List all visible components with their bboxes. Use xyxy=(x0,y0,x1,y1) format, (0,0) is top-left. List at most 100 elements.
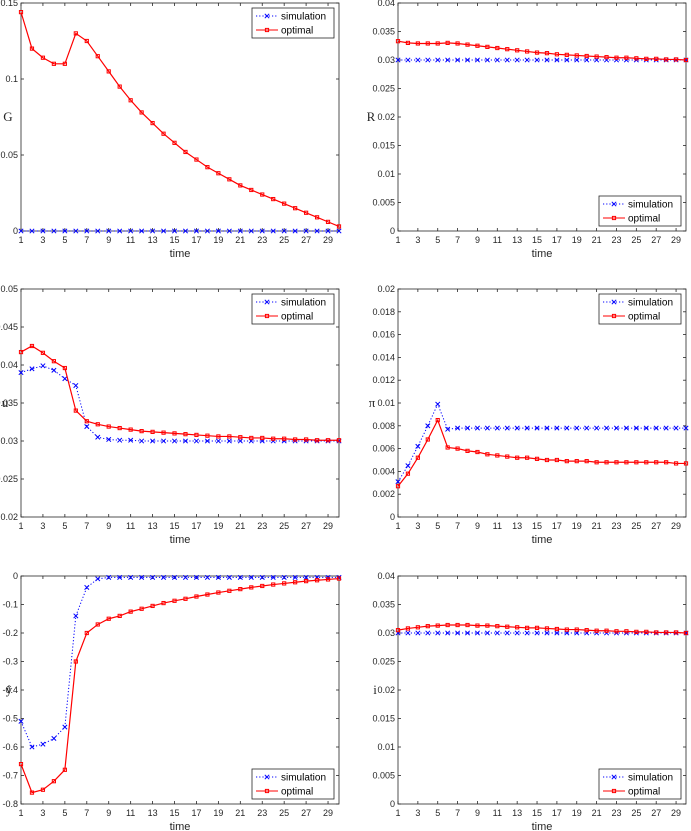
simulation-point xyxy=(62,376,68,382)
optimal-point xyxy=(183,432,188,437)
x-tick-label: 11 xyxy=(493,521,502,531)
x-tick-label: 11 xyxy=(493,808,502,818)
optimal-point xyxy=(260,435,265,441)
axes-box xyxy=(397,288,687,518)
x-tick-label: 23 xyxy=(257,521,267,531)
optimal-point xyxy=(495,624,500,629)
simulation-point xyxy=(613,425,620,431)
optimal-point xyxy=(664,57,669,62)
simulation-point xyxy=(435,57,441,63)
x-tick-label: 13 xyxy=(512,521,522,531)
y-tick-label: 0.02 xyxy=(377,284,395,294)
y-axis-label: i xyxy=(373,682,377,697)
y-tick-label: 0.016 xyxy=(372,330,395,340)
optimal-point xyxy=(84,419,89,424)
optimal-point xyxy=(604,628,609,633)
optimal-point xyxy=(117,613,122,618)
y-tick-label: -0.5 xyxy=(2,714,18,724)
x-tick-label: 23 xyxy=(257,235,267,245)
simulation-point xyxy=(314,228,320,234)
x-tick-label: 13 xyxy=(148,235,158,245)
x-tick-label: 11 xyxy=(126,521,135,531)
y-tick-label: 0.15 xyxy=(0,0,18,8)
legend-marker-optimal xyxy=(264,313,270,319)
simulation-point xyxy=(395,479,401,485)
optimal-point xyxy=(485,44,490,49)
simulation-point xyxy=(574,57,580,63)
y-tick-label: 0.02 xyxy=(377,112,395,122)
simulation-point xyxy=(117,574,123,580)
y-tick-label: 0 xyxy=(390,799,395,809)
y-tick-label: 0.012 xyxy=(372,375,395,385)
simulation-point xyxy=(325,228,331,234)
simulation-point xyxy=(415,443,421,449)
optimal-point xyxy=(445,622,450,628)
optimal-point xyxy=(194,432,199,438)
optimal-point xyxy=(128,609,133,614)
simulation-point xyxy=(106,574,112,580)
x-tick-label: 13 xyxy=(148,521,158,531)
optimal-point xyxy=(172,598,177,603)
optimal-point xyxy=(205,165,210,170)
y-tick-label: -0.7 xyxy=(2,771,18,781)
simulation-point xyxy=(544,425,550,431)
optimal-point xyxy=(425,624,430,629)
simulation-point xyxy=(564,425,570,431)
y-tick-label: 0.018 xyxy=(372,307,395,317)
optimal-point xyxy=(128,98,133,103)
simulation-point xyxy=(534,57,540,63)
x-tick-label: 15 xyxy=(532,808,542,818)
optimal-point xyxy=(18,10,24,15)
x-tick-label: 25 xyxy=(279,235,289,245)
legend-marker-simulation xyxy=(264,774,270,780)
optimal-point xyxy=(544,457,550,463)
optimal-point xyxy=(405,471,411,476)
x-axis-label: time xyxy=(532,821,553,831)
simulation-point xyxy=(455,425,461,431)
optimal-point xyxy=(683,461,689,466)
optimal-point xyxy=(435,418,440,423)
simulation-point xyxy=(303,228,309,234)
optimal-point xyxy=(584,53,589,59)
optimal-point xyxy=(194,157,199,162)
optimal-point xyxy=(227,434,232,439)
y-tick-label: 0.02 xyxy=(0,512,18,522)
optimal-point xyxy=(249,585,254,590)
simulation-point xyxy=(73,382,79,389)
legend: simulation optimal xyxy=(598,195,682,227)
simulation-point xyxy=(663,425,669,431)
optimal-point xyxy=(405,626,411,631)
x-tick-label: 15 xyxy=(170,521,180,531)
simulation-point xyxy=(494,425,500,431)
optimal-point xyxy=(505,454,510,459)
x-tick-label: 19 xyxy=(213,521,223,531)
optimal-point xyxy=(84,630,89,636)
simulation-point xyxy=(84,584,90,590)
y-axis-label: π xyxy=(369,395,376,410)
optimal-point xyxy=(475,623,480,628)
simulation-point xyxy=(455,57,461,63)
simulation-point xyxy=(336,228,342,234)
x-tick-label: 9 xyxy=(106,521,111,531)
simulation-point xyxy=(281,574,287,580)
optimal-point xyxy=(544,626,550,631)
x-tick-label: 3 xyxy=(415,521,420,531)
legend-box xyxy=(251,293,335,325)
y-tick-label: -0.6 xyxy=(2,742,18,752)
simulation-point xyxy=(18,718,24,724)
simulation-point xyxy=(139,228,145,234)
optimal-point xyxy=(73,31,78,36)
y-axis-label: u xyxy=(2,395,9,410)
y-tick-label: 0.05 xyxy=(0,150,18,160)
legend-box xyxy=(598,293,682,325)
y-tick-label: 0.01 xyxy=(377,742,395,752)
simulation-point xyxy=(95,228,101,234)
optimal-point xyxy=(574,53,579,58)
y-tick-label: 0.004 xyxy=(372,466,395,476)
simulation-point xyxy=(514,630,520,636)
optimal-point xyxy=(227,177,232,182)
legend-label: simulation xyxy=(628,200,673,211)
optimal-point xyxy=(95,422,100,427)
x-tick-label: 7 xyxy=(455,235,460,245)
y-tick-label: 0.045 xyxy=(0,322,18,332)
